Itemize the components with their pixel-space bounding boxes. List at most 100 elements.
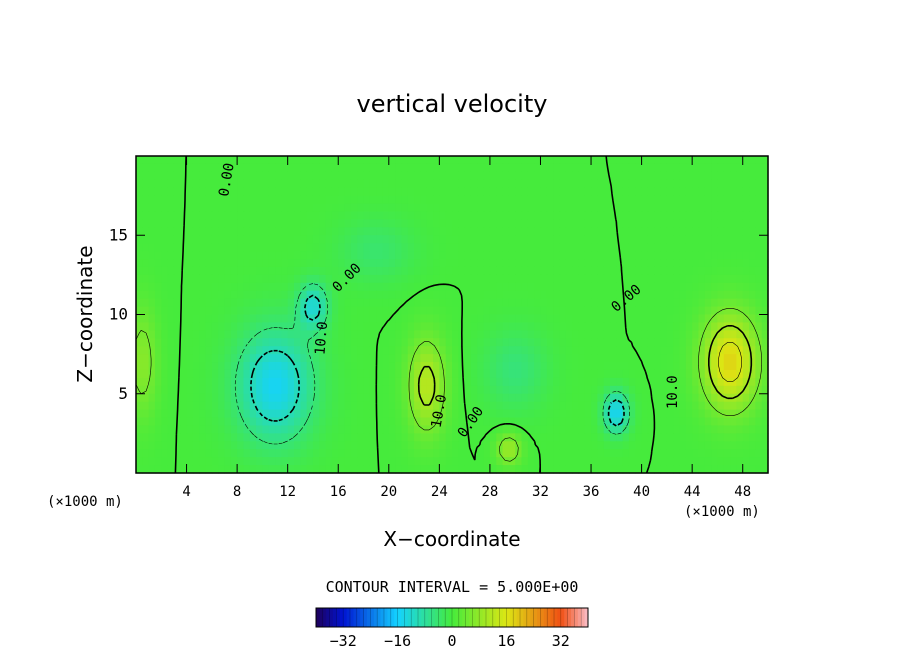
heatmap-cell (300, 243, 308, 252)
heatmap-cell (711, 449, 719, 458)
heatmap-cell (717, 282, 725, 292)
heatmap-cell (306, 163, 314, 173)
heatmap-cell (597, 449, 605, 458)
heatmap-cell (401, 330, 409, 339)
heatmap-cell (622, 179, 630, 189)
heatmap-cell (540, 433, 548, 442)
heatmap-cell (249, 163, 257, 173)
heatmap-cell (496, 354, 504, 363)
heatmap-cell (635, 393, 643, 403)
heatmap-cell (218, 338, 226, 347)
heatmap-cell (237, 385, 245, 395)
heatmap-cell (521, 433, 529, 442)
heatmap-cell (679, 385, 687, 395)
heatmap-cell (237, 298, 245, 308)
heatmap-cell (546, 314, 554, 324)
colorbar-swatch (431, 608, 436, 627)
heatmap-cell (382, 243, 390, 252)
heatmap-cell (439, 449, 447, 458)
heatmap-cell (730, 266, 737, 276)
heatmap-cell (749, 235, 756, 244)
heatmap-cell (136, 322, 143, 331)
heatmap-cell (268, 465, 276, 474)
heatmap-cell (363, 465, 371, 474)
heatmap-cell (584, 243, 592, 252)
heatmap-cell (312, 219, 320, 228)
heatmap-cell (230, 282, 238, 292)
heatmap-cell (262, 179, 270, 189)
heatmap-cell (673, 322, 681, 331)
heatmap-cell (647, 369, 655, 379)
heatmap-cell (287, 156, 295, 165)
heatmap-cell (635, 330, 643, 339)
heatmap-cell (736, 298, 744, 308)
heatmap-cell (325, 187, 333, 197)
heatmap-cell (338, 346, 346, 355)
heatmap-cell (173, 322, 181, 331)
colorbar-swatch (421, 608, 426, 627)
heatmap-cell (496, 187, 504, 197)
heatmap-cell (319, 330, 327, 339)
heatmap-cell (407, 235, 415, 244)
heatmap-cell (540, 465, 548, 474)
heatmap-cell (439, 282, 447, 292)
heatmap-cell (173, 338, 181, 347)
heatmap-cell (685, 369, 693, 379)
heatmap-cell (534, 219, 542, 228)
heatmap-cell (452, 441, 459, 450)
heatmap-cell (717, 322, 725, 331)
heatmap-cell (433, 393, 440, 403)
heatmap-cell (477, 346, 485, 355)
heatmap-cell (376, 401, 384, 411)
heatmap-cell (736, 346, 744, 355)
heatmap-cell (597, 401, 605, 411)
heatmap-cell (521, 346, 529, 355)
heatmap-cell (414, 369, 421, 379)
heatmap-cell (388, 203, 396, 213)
heatmap-cell (350, 401, 358, 411)
heatmap-cell (742, 163, 750, 173)
heatmap-cell (243, 457, 251, 466)
heatmap-cell (470, 354, 478, 363)
heatmap-cell (256, 243, 263, 252)
heatmap-cell (546, 433, 554, 442)
heatmap-cell (749, 243, 756, 252)
heatmap-cell (376, 433, 384, 442)
heatmap-cell (211, 457, 219, 466)
heatmap-cell (161, 274, 169, 284)
heatmap-cell (224, 227, 232, 236)
heatmap-cell (262, 322, 270, 331)
heatmap-cell (584, 235, 592, 244)
heatmap-cell (376, 465, 384, 474)
heatmap-cell (407, 354, 415, 363)
heatmap-cell (534, 235, 542, 244)
heatmap-cell (515, 465, 523, 474)
heatmap-cell (287, 243, 295, 252)
heatmap-cell (319, 338, 327, 347)
heatmap-cell (331, 259, 339, 268)
heatmap-cell (161, 369, 169, 379)
heatmap-cell (388, 330, 396, 339)
heatmap-cell (698, 290, 706, 300)
heatmap-cell (654, 203, 662, 213)
heatmap-cell (559, 441, 567, 450)
heatmap-cell (477, 274, 485, 284)
heatmap-cell (477, 377, 485, 387)
heatmap-cell (420, 235, 428, 244)
heatmap-cell (420, 156, 428, 165)
heatmap-cell (742, 425, 750, 434)
heatmap-cell (350, 243, 358, 252)
heatmap-cell (161, 465, 169, 474)
heatmap-cell (426, 449, 434, 458)
heatmap-cell (534, 449, 542, 458)
heatmap-cell (192, 227, 200, 236)
heatmap-cell (426, 195, 434, 205)
heatmap-cell (502, 314, 510, 324)
heatmap-cell (300, 449, 308, 458)
heatmap-cell (654, 314, 662, 324)
colorbar-swatch (543, 608, 548, 627)
heatmap-cell (382, 322, 390, 331)
heatmap-cell (553, 266, 561, 276)
heatmap-cell (521, 385, 529, 395)
heatmap-cell (142, 235, 150, 244)
